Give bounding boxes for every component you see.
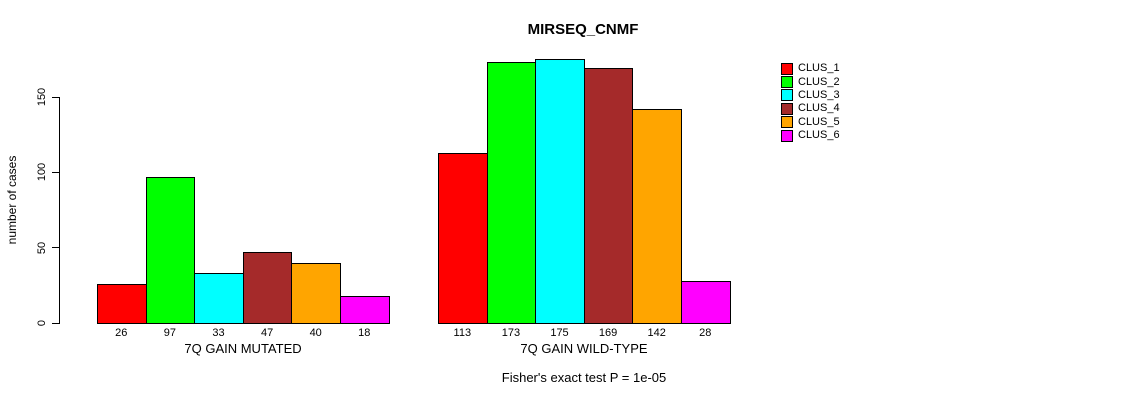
legend-row-clus_2: CLUS_2: [781, 75, 840, 89]
y-tick-mark-50: [52, 247, 59, 249]
legend-swatch-clus_5: [781, 116, 793, 129]
bar-clus_2-group2: [486, 62, 537, 324]
bar-clus_3-group2: [535, 59, 585, 324]
y-tick-mark-0: [52, 322, 59, 324]
bar-value-clus_3-group2: 175: [550, 327, 569, 339]
y-axis-label: number of cases: [5, 155, 19, 245]
y-tick-mark-150: [52, 96, 59, 98]
y-axis-line: [59, 97, 60, 324]
group-label-mutated: 7Q GAIN MUTATED: [184, 341, 302, 356]
bar-clus_2-group1: [145, 176, 196, 324]
bar-value-clus_1-group2: 113: [453, 327, 472, 339]
y-tick-label-100: 100: [36, 163, 48, 182]
bar-value-clus_2-group1: 97: [163, 327, 177, 339]
bar-clus_5-group1: [291, 262, 341, 324]
legend-label-clus_1: CLUS_1: [798, 62, 840, 75]
legend-label-clus_2: CLUS_2: [798, 75, 840, 88]
y-tick-label-0: 0: [36, 319, 48, 327]
y-tick-mark-100: [52, 171, 59, 173]
bar-value-clus_6-group2: 28: [699, 327, 712, 339]
y-tick-label-150: 150: [36, 87, 48, 107]
bar-value-clus_6-group1: 18: [358, 327, 371, 339]
bar-value-clus_3-group1: 33: [212, 327, 225, 339]
bar-value-clus_2-group2: 173: [501, 327, 521, 339]
legend-row-clus_1: CLUS_1: [781, 62, 840, 75]
legend-label-clus_4: CLUS_4: [798, 102, 840, 115]
bar-clus_1-group2: [438, 152, 488, 324]
bar-value-clus_1-group1: 26: [115, 327, 128, 339]
bar-clus_1-group1: [97, 283, 147, 324]
legend-swatch-clus_3: [781, 89, 793, 102]
bar-clus_6-group2: [681, 280, 731, 324]
legend-label-clus_3: CLUS_3: [798, 88, 840, 101]
bar-value-clus_4-group2: 169: [598, 327, 618, 339]
bar-value-clus_5-group2: 142: [647, 327, 666, 339]
chart-title: MIRSEQ_CNMF: [527, 21, 639, 38]
footer-text: Fisher's exact test P = 1e-05: [501, 370, 667, 385]
legend: CLUS_1 CLUS_2 CLUS_3 CLUS_4 CLUS_5 CLUS_6: [781, 62, 840, 142]
legend-row-clus_6: CLUS_6: [781, 129, 840, 142]
bar-clus_3-group1: [194, 273, 244, 324]
bar-clus_6-group1: [340, 295, 390, 324]
legend-swatch-clus_4: [781, 102, 793, 115]
legend-row-clus_4: CLUS_4: [781, 102, 840, 115]
legend-swatch-clus_6: [781, 129, 793, 142]
legend-row-clus_3: CLUS_3: [781, 89, 840, 102]
bar-value-clus_5-group1: 40: [309, 327, 322, 339]
legend-label-clus_5: CLUS_5: [798, 115, 840, 128]
bar-clus_4-group2: [583, 68, 634, 324]
legend-swatch-clus_2: [781, 76, 793, 89]
legend-label-clus_6: CLUS_6: [798, 129, 840, 142]
legend-row-clus_5: CLUS_5: [781, 116, 840, 129]
legend-swatch-clus_1: [781, 62, 793, 75]
bar-clus_4-group1: [242, 252, 293, 324]
bar-clus_5-group2: [632, 109, 682, 324]
y-tick-label-50: 50: [36, 241, 48, 254]
bar-value-clus_4-group1: 47: [260, 327, 274, 339]
group-label-wild-type: 7Q GAIN WILD-TYPE: [520, 341, 648, 356]
